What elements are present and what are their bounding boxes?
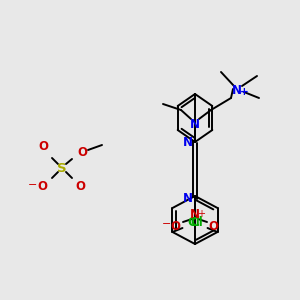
Text: O: O xyxy=(77,146,87,158)
Text: O: O xyxy=(37,181,47,194)
Text: −: − xyxy=(162,219,172,229)
Text: N: N xyxy=(232,85,242,98)
Text: O: O xyxy=(170,220,180,232)
Text: S: S xyxy=(57,161,67,175)
Text: N: N xyxy=(183,191,193,205)
Text: N: N xyxy=(183,136,193,148)
Text: O: O xyxy=(38,140,48,154)
Text: +: + xyxy=(240,87,248,97)
Text: O: O xyxy=(208,220,218,232)
Text: +: + xyxy=(197,209,205,219)
Text: O: O xyxy=(75,181,85,194)
Text: N: N xyxy=(190,118,200,130)
Text: Cl: Cl xyxy=(187,215,200,229)
Text: N: N xyxy=(190,208,200,221)
Text: −: − xyxy=(28,180,38,190)
Text: Cl: Cl xyxy=(190,215,203,229)
